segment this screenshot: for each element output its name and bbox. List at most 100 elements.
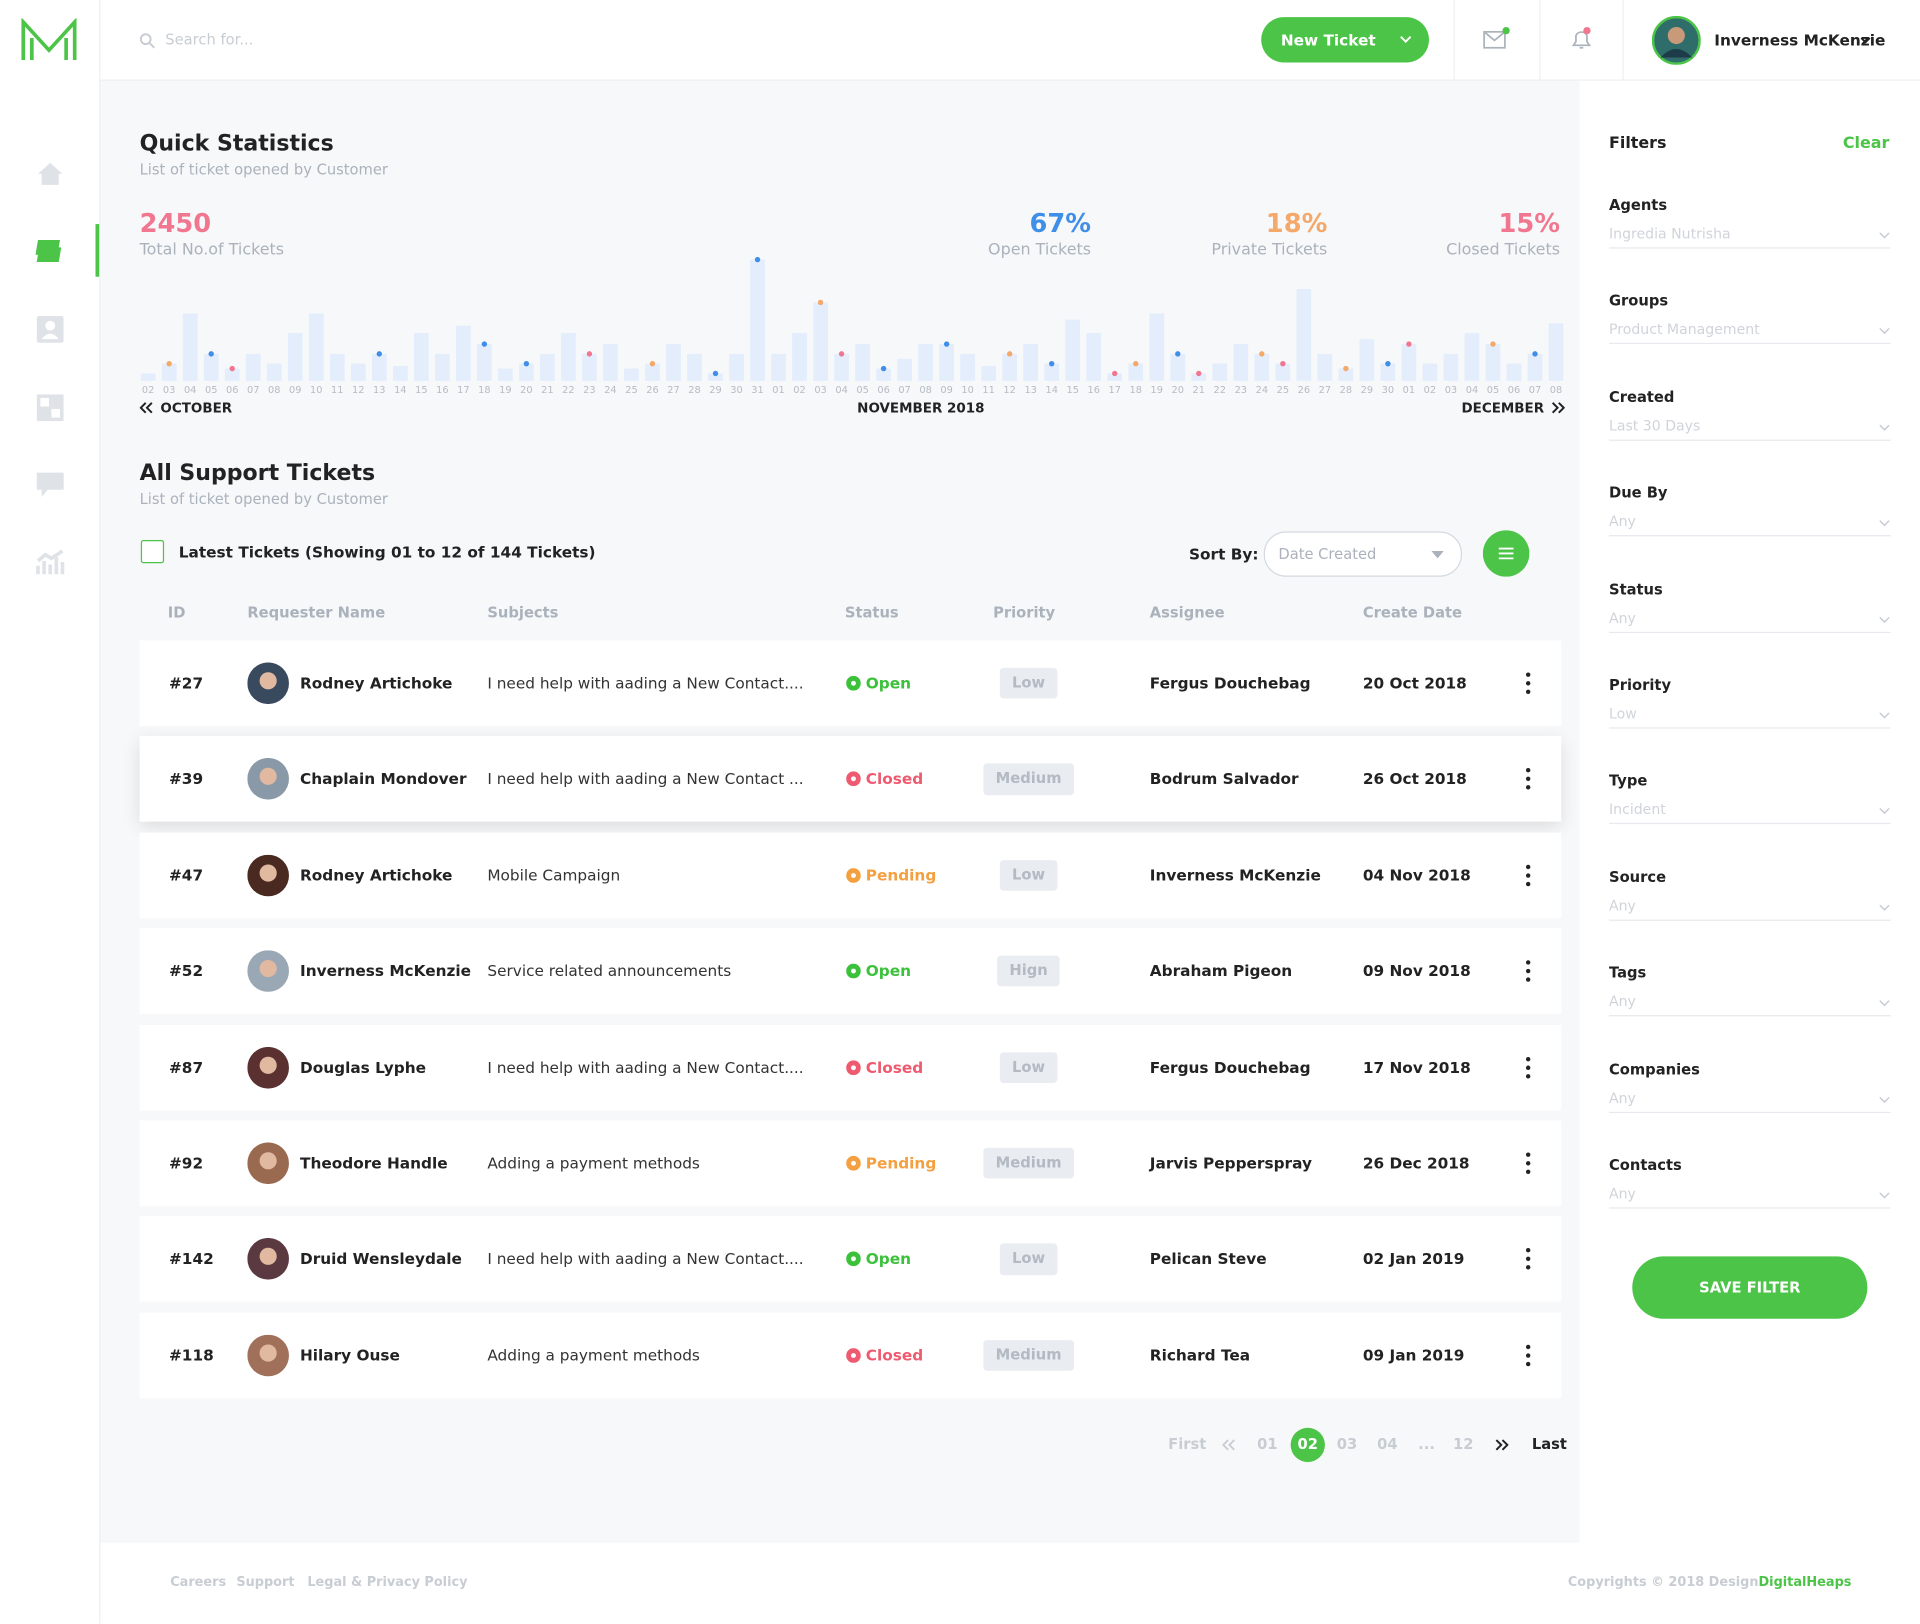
next-arrow[interactable] — [1551, 402, 1565, 414]
day-label: 06 — [877, 385, 889, 396]
filter-select[interactable]: Any — [1608, 1180, 1891, 1209]
filter-select[interactable]: Incident — [1608, 796, 1891, 825]
analytics-icon[interactable] — [36, 549, 65, 576]
user-avatar[interactable] — [1651, 15, 1701, 65]
prev-arrow[interactable] — [139, 402, 153, 414]
logo[interactable] — [21, 18, 79, 62]
ticket-row[interactable]: #52 Inverness McKenzie Service related ann… — [139, 928, 1562, 1015]
row-menu[interactable] — [1521, 1247, 1536, 1271]
page-number[interactable]: ... — [1418, 1435, 1435, 1453]
filter-select[interactable]: Any — [1608, 1084, 1891, 1113]
bar — [1191, 373, 1207, 381]
filter-select[interactable]: Last 30 Days — [1608, 412, 1891, 441]
ticket-subject: I need help with aading a New Contact...… — [487, 1249, 804, 1268]
ticket-row[interactable]: #47 Rodney Artichoke Mobile Campaign Pendin… — [139, 832, 1562, 919]
tickets-icon[interactable] — [34, 238, 63, 265]
day-label: 09 — [940, 385, 952, 396]
ticket-row[interactable]: #118 Hilary Ouse Adding a payment methods C… — [139, 1312, 1562, 1399]
row-menu[interactable] — [1521, 863, 1536, 887]
button-icon — [1498, 547, 1514, 560]
bell-icon[interactable] — [1569, 24, 1596, 51]
row-menu[interactable] — [1521, 1151, 1536, 1175]
month-label: OCTOBER — [160, 402, 232, 417]
row-menu[interactable] — [1521, 959, 1536, 983]
save-filter-button[interactable]: SAVE FILTER — [1632, 1256, 1868, 1319]
page-number[interactable]: 12 — [1453, 1435, 1474, 1453]
day-label: 21 — [541, 385, 553, 396]
ticket-row[interactable]: #142 Druid Wensleydale I need help with aa… — [139, 1216, 1562, 1303]
contacts-icon[interactable] — [36, 315, 64, 343]
search-input[interactable]: Search for... — [165, 31, 254, 49]
avatar-face — [259, 1152, 277, 1170]
sort-select[interactable]: Date Created — [1263, 531, 1463, 577]
day-label: 23 — [583, 385, 595, 396]
page-next[interactable] — [1495, 1439, 1509, 1451]
page-number[interactable]: 01 — [1257, 1435, 1278, 1453]
new-ticket-button[interactable]: New Ticket — [1261, 17, 1429, 63]
row-menu[interactable] — [1521, 1055, 1536, 1079]
bar — [624, 368, 639, 381]
ticket-row[interactable]: #39 Chaplain Mondover I need help with aad… — [139, 736, 1562, 823]
row-menu[interactable] — [1521, 671, 1536, 695]
day-label: 25 — [625, 385, 637, 396]
page-prev[interactable] — [1222, 1439, 1235, 1451]
bar-marker — [1133, 360, 1139, 367]
ticket-row[interactable]: #92 Theodore Handle Adding a payment metho… — [139, 1120, 1562, 1207]
row-menu[interactable] — [1521, 1343, 1536, 1367]
filter-select[interactable]: Product Management — [1608, 316, 1891, 345]
brand-link[interactable]: DigitalHeaps — [1758, 1574, 1852, 1590]
ticket-row[interactable]: #27 Rodney Artichoke I need help with aadi… — [139, 640, 1562, 727]
day-label: 15 — [1066, 385, 1078, 396]
filter-select[interactable]: Ingredia Nutrisha — [1608, 220, 1891, 249]
avatar-face — [259, 1344, 277, 1362]
footer-link[interactable]: Legal & Privacy Policy — [307, 1574, 468, 1590]
page-number[interactable]: 02 — [1297, 1435, 1318, 1453]
bar — [1149, 313, 1165, 381]
caret — [1879, 1000, 1890, 1007]
stat-label: Total No.of Tickets — [139, 241, 285, 260]
home-icon[interactable] — [37, 162, 64, 186]
footer-link[interactable]: Support — [236, 1574, 295, 1590]
day-label: 08 — [268, 385, 280, 396]
avatar-face — [259, 1056, 277, 1074]
filter-select[interactable]: Low — [1608, 700, 1891, 729]
requester-avatar — [247, 950, 289, 993]
user-name[interactable]: Inverness McKenzie — [1714, 30, 1886, 50]
page-first[interactable]: First — [1168, 1435, 1207, 1453]
row-menu[interactable] — [1521, 767, 1536, 791]
ticket-row[interactable]: #87 Douglas Lyphe I need help with aading … — [139, 1024, 1562, 1111]
footer-link[interactable]: Careers — [170, 1574, 227, 1590]
filter-label: Tags — [1608, 964, 1647, 982]
day-label: 15 — [415, 385, 427, 396]
filter-toggle-button[interactable] — [1482, 530, 1530, 577]
filters-clear[interactable]: Clear — [1842, 134, 1890, 153]
day-label: 14 — [394, 385, 406, 396]
menu-dot — [1525, 1248, 1531, 1253]
filter-select[interactable]: Any — [1608, 508, 1891, 537]
mail-icon[interactable] — [1483, 26, 1510, 50]
assignee-name: Jarvis Pepperspray — [1149, 1153, 1312, 1172]
reports-icon[interactable] — [36, 394, 64, 422]
page-last[interactable]: Last — [1531, 1435, 1567, 1453]
day-label: 07 — [247, 385, 259, 396]
filter-select[interactable]: Any — [1608, 604, 1891, 633]
bar-marker — [1049, 360, 1055, 367]
column-header: Requester Name — [247, 604, 386, 622]
page-number[interactable]: 03 — [1336, 1435, 1358, 1453]
chat-icon[interactable] — [36, 471, 65, 498]
bar — [161, 363, 177, 381]
select-all-checkbox[interactable] — [140, 540, 165, 564]
bar-marker — [166, 360, 172, 367]
copyright: Copyrights © 2018 DesignDigitalHeaps — [1568, 1574, 1852, 1590]
bar — [1485, 344, 1501, 381]
active-indicator — [95, 224, 100, 277]
create-date: 09 Nov 2018 — [1362, 961, 1471, 980]
day-label: 13 — [373, 385, 385, 396]
day-label: 18 — [1130, 385, 1142, 396]
day-label: 10 — [310, 385, 322, 396]
filter-select[interactable]: Any — [1608, 892, 1891, 921]
filter-select[interactable]: Any — [1608, 988, 1891, 1017]
page-number[interactable]: 04 — [1377, 1435, 1398, 1453]
bar — [1002, 353, 1018, 381]
ticket-id: #47 — [168, 865, 204, 884]
